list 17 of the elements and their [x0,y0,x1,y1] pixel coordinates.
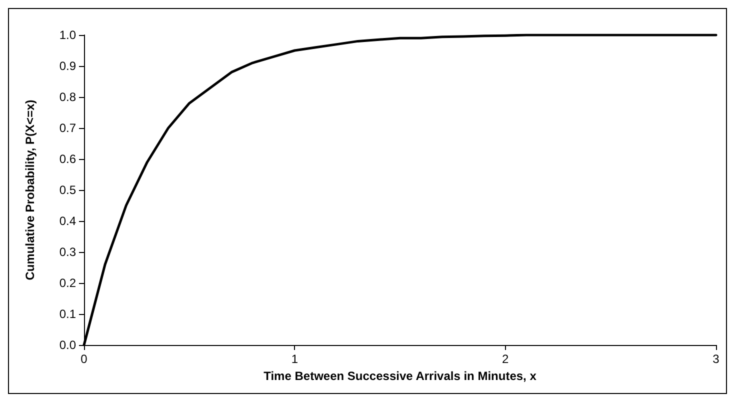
x-axis-title: Time Between Successive Arrivals in Minutes, x [264,368,537,383]
y-tick-label: 0.1 [59,307,76,321]
y-tick-label: 0.9 [59,59,76,73]
y-tick-label: 0.2 [59,276,76,290]
y-tick-label: 0.4 [59,214,76,228]
y-tick-label: 1.0 [59,28,76,42]
y-tick-label: 0.6 [59,152,76,166]
y-tick-label: 0.5 [59,183,76,197]
y-tick-label: 0.3 [59,245,76,259]
x-tick-label: 3 [712,352,720,366]
y-tick-label: 0.7 [59,121,76,135]
y-axis-title: Cumulative Probability, P(X<=x) [23,100,37,280]
x-tick-label: 1 [291,352,298,366]
x-tick-label: 0 [80,352,88,366]
y-tick-label: 0.8 [59,90,76,104]
y-tick-label: 0.0 [59,338,76,352]
x-tick-label: 2 [502,352,509,366]
